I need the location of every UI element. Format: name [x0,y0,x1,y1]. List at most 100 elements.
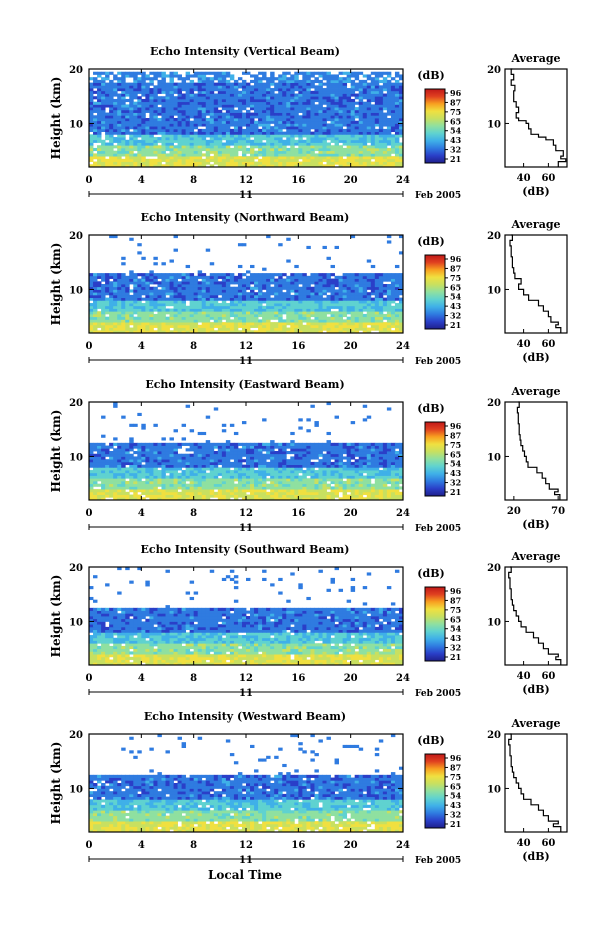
heatmap-cell [181,139,187,143]
heatmap-cell [217,308,223,312]
heatmap-cell [221,303,227,307]
heatmap-cell [221,88,227,92]
heatmap-cell [149,93,154,97]
heatmap-cell [294,475,299,479]
heatmap-cell [290,98,295,103]
heatmap-cell [254,319,259,323]
heatmap-cell [177,319,182,323]
heatmap-cell [314,126,319,130]
heatmap-cell [225,96,231,100]
heatmap-cell [366,278,372,282]
heatmap-cell [101,300,106,304]
heatmap-cell [109,491,114,495]
heatmap-cell [282,101,287,105]
heatmap-cell [225,90,231,94]
heatmap-cell [254,297,259,301]
heatmap-cell [390,491,396,495]
heatmap-cell [125,475,130,479]
heatmap-cell [241,478,247,482]
heatmap-cell [394,305,400,309]
heatmap-cell [101,156,106,160]
heatmap-cell [177,286,182,290]
heatmap-cell [225,93,231,97]
heatmap-cell [342,319,348,323]
heatmap-cell [398,153,404,157]
heatmap-cell [217,71,223,75]
heatmap-cell [121,150,126,154]
heatmap-cell [97,494,102,498]
heatmap-cell [314,319,319,323]
heatmap-cell [330,107,335,111]
heatmap-cell [342,322,348,326]
heatmap-cell [193,494,199,498]
heatmap-cell [137,71,142,75]
heatmap-cell [346,480,352,485]
heatmap-cell [157,156,162,160]
heatmap-cell [217,150,223,154]
heatmap-cell [161,109,166,113]
heatmap-cell [358,126,364,130]
heatmap-cell [125,88,130,92]
heatmap-cell [209,303,215,307]
heatmap-cell [274,497,279,501]
heatmap-cell [386,128,392,133]
heatmap-cell [121,475,126,479]
heatmap-cell [161,107,166,111]
heatmap-cell [346,286,352,290]
heatmap-cell [149,88,154,92]
heatmap-cell [262,120,267,124]
heatmap-cell [145,480,150,485]
heatmap-cell [274,142,279,146]
heatmap-cell [213,109,219,113]
heatmap-cell [286,126,291,130]
heatmap-cell [278,300,283,304]
heatmap-cell [113,483,118,487]
heatmap-cell [306,109,311,113]
heatmap-cell [334,142,339,146]
heatmap-cell [262,93,267,97]
heatmap-cell [370,308,376,312]
heatmap-cell [314,145,319,149]
heatmap-cell [294,486,299,490]
heatmap-cell [141,93,146,97]
heatmap-cell [358,308,364,312]
heatmap-cell [342,275,348,279]
heatmap-cell [237,118,243,122]
heatmap-cell [398,480,404,485]
heatmap-cell [121,324,126,328]
heatmap-cell [165,131,170,135]
heatmap-cell [141,126,146,130]
heatmap-cell [322,153,327,157]
heatmap-cell [274,158,279,162]
heatmap-cell [189,161,195,165]
heatmap-cell [169,145,174,149]
heatmap-cell [201,153,207,157]
heatmap-cell [274,297,279,301]
heatmap-cell [350,128,356,133]
avg-x-tick-label: 40 [517,173,531,184]
heatmap-cell [330,112,335,116]
heatmap-cell [342,85,348,89]
heatmap-cell [350,156,356,160]
heatmap-cell [262,308,267,312]
heatmap-cell [161,478,166,482]
heatmap-cell [209,305,215,309]
heatmap-cell [346,104,352,108]
heatmap-cell [374,491,380,495]
heatmap-cell [350,327,356,331]
heatmap-cell [157,158,162,162]
heatmap-cell [181,153,187,157]
heatmap-cell [314,161,319,165]
heatmap-cell [266,115,271,119]
heatmap-cell [362,292,368,296]
heatmap-cell [306,96,311,100]
heatmap-cell [378,126,384,130]
heatmap-cell [266,308,271,312]
heatmap-cell [358,118,364,122]
heatmap-cell [366,316,372,320]
heatmap-cell [258,289,263,293]
heatmap-cell [121,112,126,116]
heatmap-cell [201,480,207,485]
heatmap-cell [213,472,219,476]
heatmap-cell [398,112,404,116]
